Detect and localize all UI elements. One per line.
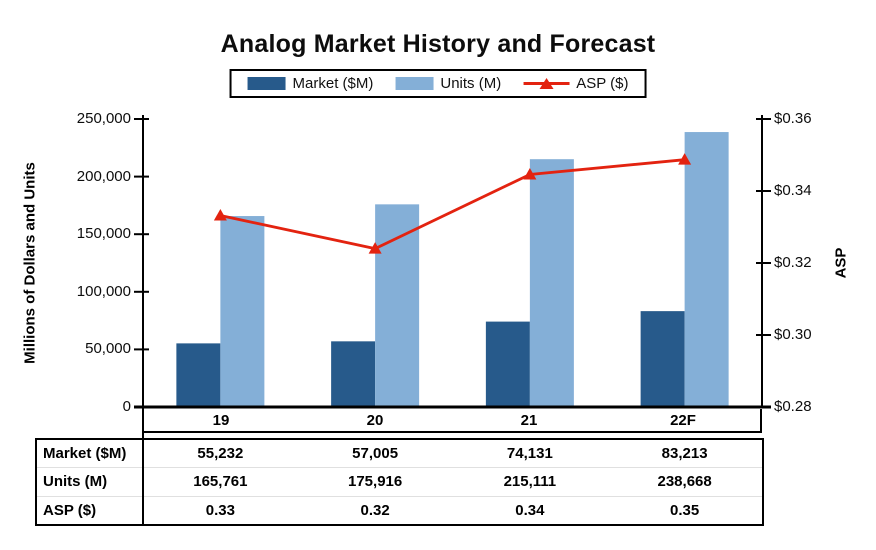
right-axis-tick-label: $0.32 (774, 254, 812, 271)
bar-market-22F (640, 311, 685, 407)
right-axis-tick-label: $0.30 (774, 326, 812, 343)
asp-marker-20 (368, 242, 382, 254)
asp-line (220, 158, 685, 251)
chart-title: Analog Market History and Forecast (220, 30, 656, 58)
table-cell: 238,668 (657, 473, 712, 491)
asp-marker-22F (678, 153, 692, 165)
legend-label: Market ($M) (292, 75, 374, 92)
data-table: Market ($M) 55,232 57,005 74,131 83,213 Units… (35, 438, 764, 526)
table-cell: 215,111 (503, 473, 557, 491)
table-cell: 74,131 (506, 445, 553, 463)
right-axis-tick-label: $0.28 (774, 398, 812, 415)
bar-market-21 (485, 321, 530, 407)
bar-market-20 (331, 341, 376, 407)
table-cell: 57,005 (352, 445, 399, 463)
asp-marker-21 (523, 167, 537, 180)
table-cell: 175,916 (348, 473, 403, 491)
left-axis-tick-label: 250,000 (76, 110, 131, 127)
bar-units-21 (529, 159, 574, 407)
units-series-swatch-icon (395, 77, 434, 90)
left-axis-tick-label: 150,000 (76, 225, 131, 243)
right-axis-tick-label: $0.36 (774, 110, 812, 127)
bar-units-19 (220, 216, 265, 407)
category-label-20: 20 (366, 412, 384, 429)
category-label-21: 21 (520, 412, 538, 429)
bar-units-20 (375, 204, 420, 407)
table-row-label: Market ($M) (43, 445, 127, 463)
table-cell: 0.32 (360, 501, 390, 519)
table-cell: 0.33 (205, 501, 235, 519)
left-axis-title: Millions of Dollars and Units (21, 162, 39, 364)
table-row: ASP ($) 0.33 0.32 0.34 0.35 (37, 497, 762, 524)
category-row: 19 20 21 22F (144, 409, 762, 433)
legend-label: Units (M) (440, 75, 502, 92)
category-label-22F: 22F (670, 412, 696, 429)
left-axis-tick-label: 100,000 (76, 282, 131, 300)
table-row-label: ASP ($) (43, 501, 97, 519)
category-label-19: 19 (212, 412, 230, 429)
market-series-swatch-icon (247, 77, 286, 90)
table-cell: 83,213 (661, 445, 708, 463)
legend-item-units: Units (M) (395, 75, 501, 92)
table-cell: 0.34 (515, 501, 545, 519)
right-axis-tick-label: $0.34 (774, 182, 812, 199)
legend-label: ASP ($) (576, 75, 629, 92)
legend-item-market: Market ($M) (247, 75, 374, 92)
asp-line-swatch-icon (523, 78, 570, 89)
left-axis-tick-label: 50,000 (85, 340, 131, 358)
left-axis-tick-label: 0 (122, 398, 131, 415)
table-cell: 55,232 (197, 445, 244, 463)
table-cell: 165,761 (193, 473, 248, 491)
triangle-marker-icon (539, 78, 554, 89)
bar-market-19 (176, 343, 221, 407)
legend-item-asp: ASP ($) (523, 75, 628, 92)
legend: Market ($M) Units (M) ASP ($) (229, 69, 647, 98)
bar-units-22F (684, 132, 729, 408)
asp-marker-19 (213, 208, 227, 221)
table-row: Units (M) 165,761 175,916 215,111 238,668 (37, 468, 762, 497)
table-row-label: Units (M) (43, 473, 108, 491)
right-axis-title: ASP (832, 247, 850, 279)
left-axis-tick-label: 200,000 (76, 167, 131, 185)
table-row: Market ($M) 55,232 57,005 74,131 83,213 (37, 440, 762, 469)
table-cell: 0.35 (670, 501, 700, 519)
